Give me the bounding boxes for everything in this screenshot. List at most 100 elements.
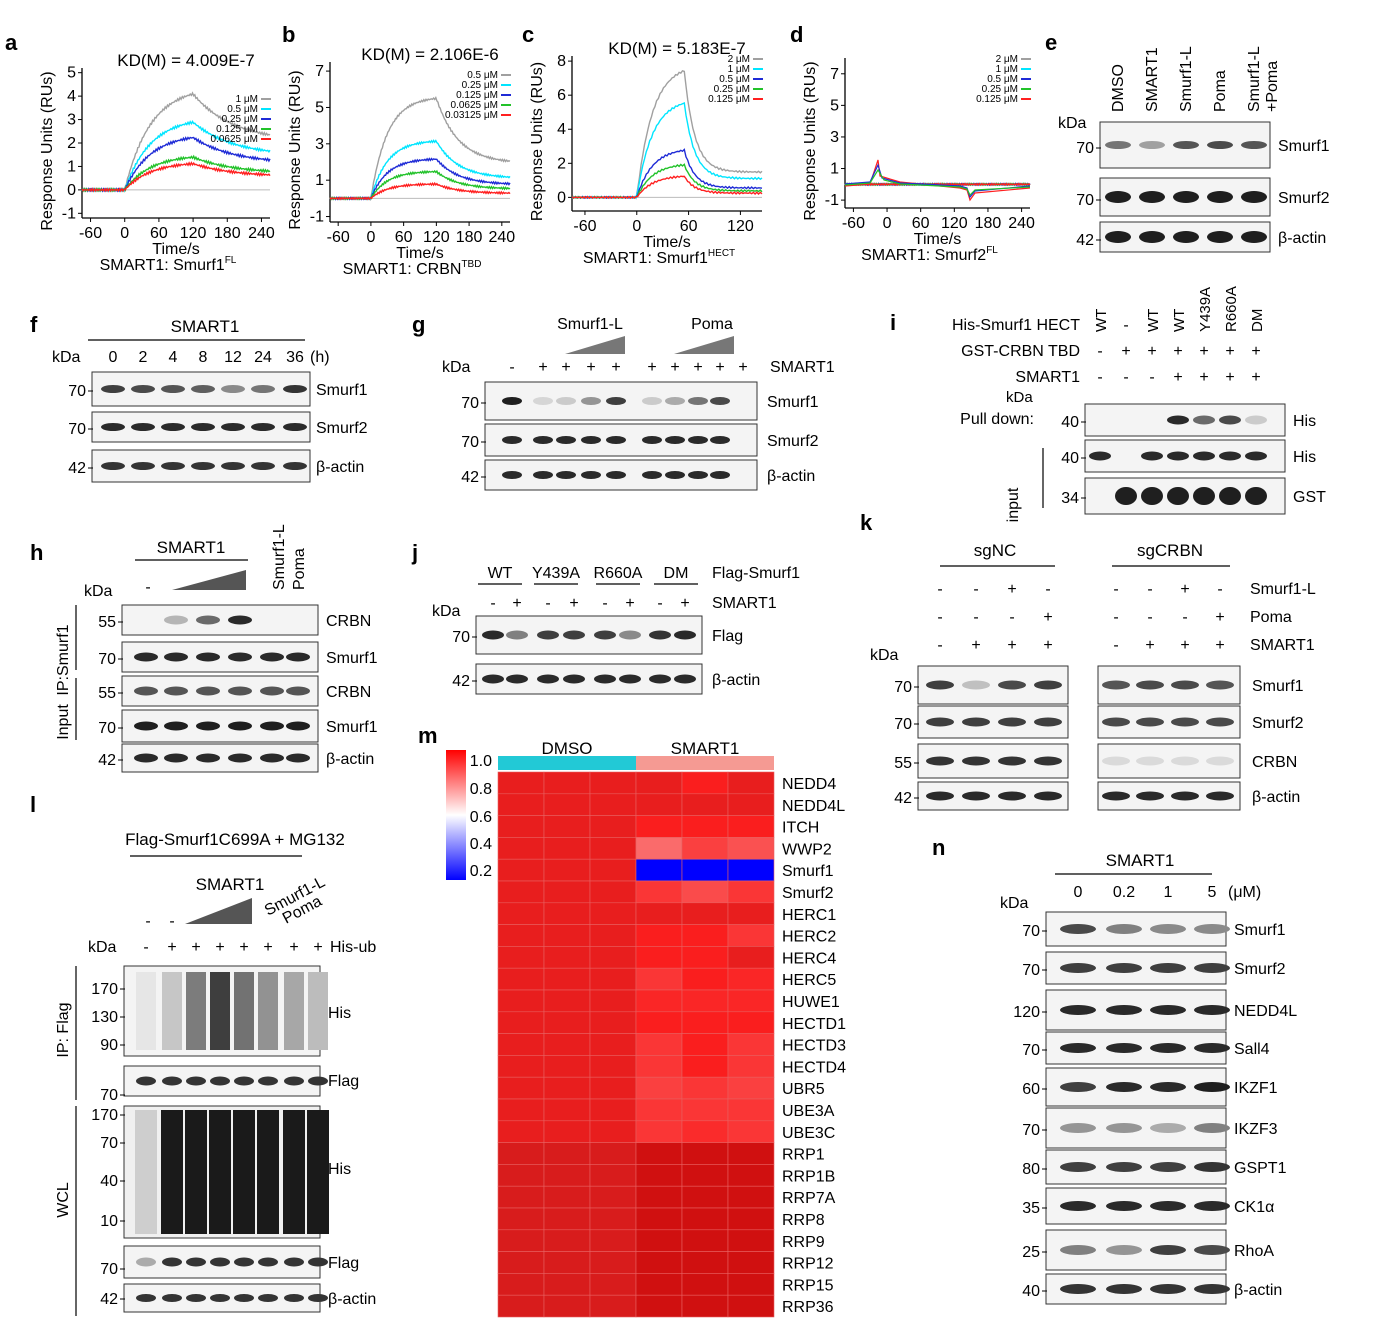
sign: + — [538, 359, 547, 376]
smear-lane — [257, 1110, 279, 1234]
heatmap-cell — [543, 1164, 591, 1187]
blot-band — [101, 462, 125, 470]
blot-band — [581, 436, 601, 444]
y-tick-label: 1 — [315, 172, 324, 189]
heatmap-cell — [497, 1207, 545, 1231]
heatmap-cell — [589, 1251, 637, 1274]
y-tick-label: 5 — [315, 99, 324, 116]
gene-label: UBR5 — [782, 1081, 825, 1098]
y-axis-label: Response Units (RUs) — [39, 71, 56, 230]
sign: + — [289, 939, 298, 956]
sign: - — [973, 609, 978, 626]
sign: + — [611, 359, 620, 376]
blot-band — [537, 674, 559, 684]
sign: - — [169, 913, 174, 930]
blot-band — [533, 397, 553, 405]
sign: - — [1182, 609, 1187, 626]
smear-lane — [307, 1110, 329, 1234]
heatmap-cell — [589, 1273, 637, 1296]
gene-label: UBE3A — [782, 1103, 835, 1120]
blot-band — [191, 423, 215, 431]
lane-label: WT — [1145, 309, 1162, 332]
sign: - — [937, 581, 942, 598]
y-tick-label: 8 — [557, 53, 566, 70]
blot-band — [710, 471, 730, 479]
heatmap-cell — [681, 1207, 729, 1231]
x-tick-label: 180 — [214, 225, 241, 242]
blot-band — [998, 756, 1026, 766]
protein-label: β-actin — [712, 672, 760, 689]
heatmap-cell — [543, 880, 591, 904]
group-label: sgNC — [974, 541, 1017, 560]
smear-lane — [186, 972, 206, 1050]
gene-label: RRP8 — [782, 1212, 825, 1229]
sign: - — [1149, 369, 1154, 386]
blot-GSPT1 — [1045, 1149, 1230, 1185]
y-tick-label: -1 — [825, 192, 839, 209]
heatmap-cell — [727, 946, 775, 969]
scale-label: 0.8 — [470, 781, 492, 798]
gradient-wedge — [185, 898, 252, 924]
sign: + — [1199, 343, 1208, 360]
spr-panel-b: 7 5 3 1 -1-60 0 60 120 180 240 Time/s Response Unit… — [287, 45, 515, 278]
blot-band — [1173, 141, 1199, 149]
blot-band — [101, 423, 125, 431]
sign: - — [1147, 609, 1152, 626]
heatmap-cell — [589, 902, 637, 925]
mw-marker: 40 — [1022, 1283, 1040, 1300]
blot-IKZF3 — [1045, 1107, 1230, 1149]
legend-label: 0.25 μM — [982, 84, 1018, 95]
blot-band — [1034, 717, 1062, 727]
blot-band — [186, 1076, 206, 1086]
sign: - — [1123, 317, 1128, 334]
blot-RhoA — [1045, 1229, 1230, 1271]
blot-band — [642, 436, 662, 444]
blot-band — [228, 686, 252, 696]
blot-band — [1219, 415, 1241, 425]
protein-label: Smurf1 — [326, 650, 378, 667]
blot-band — [1106, 1284, 1142, 1294]
blot-β-actin — [917, 781, 1069, 811]
heatmap-cell — [681, 1098, 729, 1122]
group-label: Poma — [691, 316, 733, 333]
blot-band — [1207, 231, 1233, 243]
row-label: SMART1 — [770, 359, 835, 376]
blot-band — [196, 721, 220, 731]
heatmap-cell — [681, 771, 729, 795]
blot-band — [1141, 487, 1163, 505]
x-axis-label: Time/s — [396, 245, 443, 262]
blot-band — [196, 753, 220, 763]
heatmap-cell — [543, 837, 591, 860]
heatmap-cell — [681, 902, 729, 925]
sign: - — [937, 637, 942, 654]
panel-letter: b — [282, 22, 295, 47]
y-tick-label: 3 — [67, 112, 76, 129]
y-tick-label: -1 — [310, 209, 324, 226]
legend-label: 2 μM — [728, 54, 750, 65]
lane-label: WT — [1093, 309, 1110, 332]
sign: + — [1145, 637, 1154, 654]
legend-label: 0.25 μM — [462, 80, 498, 91]
legend-label: 2 μM — [996, 54, 1018, 65]
heatmap-cell — [727, 1142, 775, 1165]
blot-band — [1167, 487, 1189, 505]
heatmap-cell — [497, 1076, 545, 1100]
time-label: 24 — [254, 349, 272, 366]
lane-label: Smurf1-L — [1178, 46, 1195, 112]
sign: + — [1251, 343, 1260, 360]
row-label: Poma — [1250, 609, 1292, 626]
blot-band — [674, 674, 696, 684]
blot-wcl-his — [123, 1105, 329, 1239]
group-label: Smurf1-L — [557, 316, 623, 333]
blot-band — [162, 1257, 182, 1267]
blot-band — [1245, 487, 1267, 505]
x-tick-label: 0 — [366, 229, 375, 246]
mw-marker: 55 — [894, 755, 912, 772]
time-label: 12 — [224, 349, 242, 366]
y-axis-label: Response Units (RUs) — [529, 62, 546, 221]
sign: + — [1225, 369, 1234, 386]
lane-label: +Poma — [1264, 61, 1281, 112]
blot-band — [228, 753, 252, 763]
gene-label: HECTD4 — [782, 1059, 846, 1076]
heatmap-cell — [635, 837, 683, 860]
